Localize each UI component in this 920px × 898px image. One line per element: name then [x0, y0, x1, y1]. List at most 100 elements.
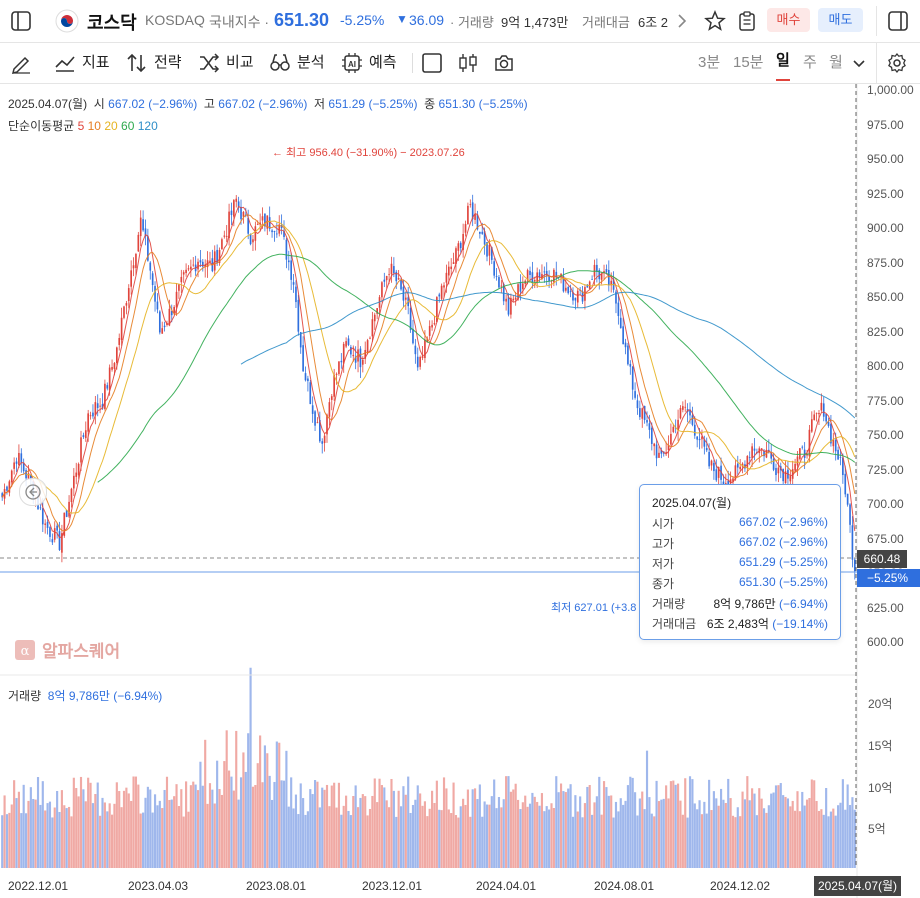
volume-bar: [772, 792, 775, 868]
volume-bar: [168, 799, 171, 868]
volume-bar: [273, 781, 276, 868]
candle-body: [839, 456, 842, 458]
candle-body: [631, 366, 634, 390]
period-dropdown-icon[interactable]: [852, 57, 866, 71]
volume-bar: [700, 814, 704, 868]
volume-bar: [10, 804, 13, 868]
period-week[interactable]: 주: [803, 54, 817, 71]
volume-bar: [516, 799, 520, 868]
candle-body: [820, 402, 823, 411]
header-scroll-right-icon[interactable]: [676, 10, 688, 32]
toolbar-indicator[interactable]: 지표: [54, 43, 110, 83]
volume-bar: [612, 817, 615, 868]
volume-bar: [495, 808, 498, 868]
index-category: 국내지수 ·: [209, 14, 270, 30]
volume-bar: [662, 798, 665, 868]
time-axis-label: 2024.12.02: [710, 879, 771, 893]
volume-bar: [96, 782, 99, 868]
candle-body: [593, 264, 596, 277]
candle-body: [567, 287, 570, 294]
volume-bar: [648, 797, 651, 868]
toolbar-strategy[interactable]: 전략: [126, 43, 182, 83]
candle-body: [779, 466, 782, 471]
candle-body: [63, 512, 66, 536]
volume-bar: [837, 805, 840, 868]
candle-body: [390, 263, 393, 275]
period-3min[interactable]: 3분: [698, 54, 721, 71]
candle-body: [846, 493, 849, 505]
candle-body: [70, 488, 73, 503]
volume-bar: [813, 780, 816, 868]
volume-bar: [445, 788, 448, 868]
volume-bar: [72, 777, 75, 868]
toolbar-analysis[interactable]: 분석: [269, 43, 325, 83]
volume-bar: [636, 815, 639, 868]
candle-body: [791, 469, 794, 479]
candle-body: [550, 280, 553, 282]
chart-type-square-icon[interactable]: [421, 52, 443, 74]
camera-icon[interactable]: [493, 52, 515, 74]
candle-body: [125, 303, 128, 306]
volume-bar: [794, 810, 797, 868]
candle-body: [822, 403, 825, 417]
favorite-star-icon[interactable]: [704, 10, 726, 32]
tooltip-value: 8억 9,786만: [713, 597, 776, 611]
volume-bar: [208, 783, 212, 868]
candle-body: [120, 317, 123, 340]
volume-bar: [378, 778, 381, 868]
candle-body: [3, 489, 6, 499]
right-panel-toggle-icon[interactable]: [887, 10, 909, 32]
volume-bar: [170, 799, 173, 868]
volume-bar: [65, 808, 68, 868]
panel-toggle-icon[interactable]: [10, 10, 32, 32]
volume-bar: [266, 753, 269, 868]
clipboard-icon[interactable]: [736, 10, 758, 32]
candle-body: [211, 258, 214, 272]
period-month[interactable]: 월: [829, 54, 843, 71]
volume-bar: [559, 783, 563, 868]
candle-body: [799, 448, 801, 460]
volume-bar: [32, 798, 35, 868]
candle-body: [22, 463, 25, 472]
candle-body: [775, 468, 777, 476]
candle-body: [233, 200, 235, 217]
scroll-back-button[interactable]: [19, 478, 47, 506]
candle-body: [393, 266, 395, 274]
ma-legend[interactable]: 단순이동평균 5 10 20 60 120: [8, 117, 158, 134]
volume-bar: [161, 808, 164, 868]
volume-bar: [569, 784, 572, 868]
toolbar-predict[interactable]: AI 예측: [341, 43, 397, 83]
candle-body: [450, 266, 453, 270]
period-15min[interactable]: 15분: [733, 54, 764, 71]
candle-body: [837, 449, 839, 460]
volume-bar: [342, 805, 345, 868]
volume-bar: [77, 796, 80, 868]
settings-gear-icon[interactable]: [886, 52, 908, 74]
volume-bar: [760, 798, 763, 868]
volume-bar: [550, 803, 553, 868]
volume-bar: [356, 807, 360, 868]
tooltip-change: (−19.14%): [772, 617, 828, 631]
volume-bar: [194, 784, 197, 868]
buy-button[interactable]: 매수: [767, 8, 810, 32]
candle-body: [185, 269, 187, 274]
volume-bar: [41, 781, 44, 868]
candle-body: [199, 260, 202, 263]
candlestick-icon[interactable]: [457, 52, 479, 74]
period-day[interactable]: 일: [776, 43, 790, 81]
candle-body: [541, 274, 543, 279]
volume-bar: [139, 813, 142, 868]
toolbar-compare[interactable]: 비교: [198, 43, 254, 83]
candle-body: [543, 271, 546, 273]
sell-button[interactable]: 매도: [818, 8, 863, 32]
candle-body: [1, 493, 4, 498]
ohlc-high-label: 고: [203, 97, 215, 111]
volume-bar: [500, 807, 503, 868]
candle-body: [395, 271, 398, 282]
volume-bar: [44, 810, 47, 868]
pencil-icon[interactable]: [10, 52, 32, 75]
volume-bar: [452, 782, 455, 868]
volume-bar: [442, 777, 446, 868]
candle-body: [335, 373, 338, 375]
